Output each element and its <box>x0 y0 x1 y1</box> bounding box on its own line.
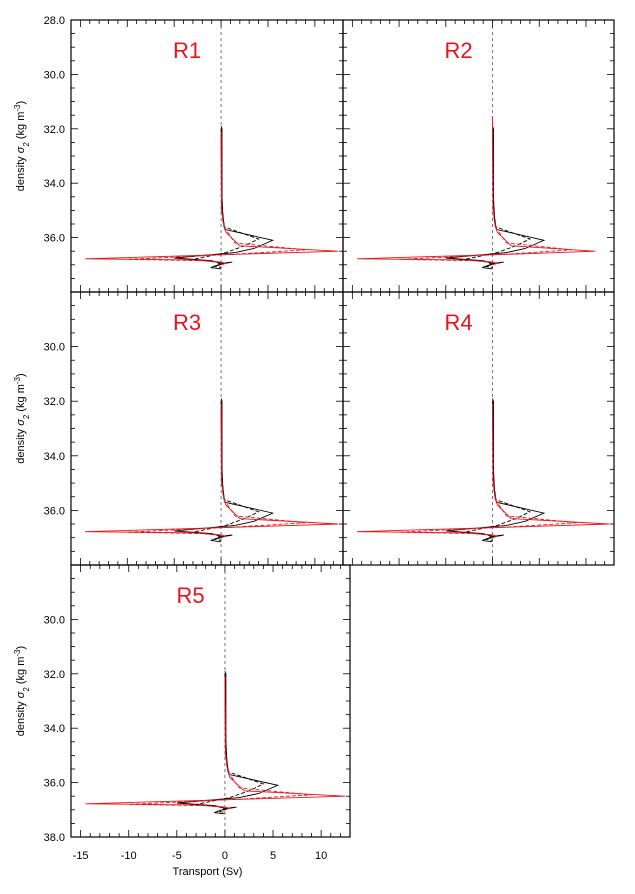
series-line-4 <box>128 681 312 808</box>
y-axis-title-part: -3 <box>13 649 22 657</box>
y-tick-label: 28.0 <box>44 15 65 27</box>
panel-frame <box>70 19 344 293</box>
series-line-1 <box>174 125 275 270</box>
y-axis-title-part: ) <box>15 646 27 650</box>
series-line-3 <box>85 131 339 266</box>
x-tick-label: -5 <box>172 850 182 862</box>
panel-label: R1 <box>173 38 201 63</box>
y-axis-title-part: σ <box>15 419 27 426</box>
series-line-2 <box>192 401 260 541</box>
x-axis-title: Transport (Sv) <box>173 866 243 878</box>
series-line-3 <box>85 676 346 811</box>
x-tick-label: 10 <box>315 850 327 862</box>
panel-r5: R5 30.0 32.0 34.0 36.0 38.0 density σ2 (kg m-3… <box>13 564 351 878</box>
series-line-2 <box>464 128 532 268</box>
panel-frame <box>342 291 615 566</box>
panel-r4: R4 <box>342 291 615 566</box>
series-line-2 <box>464 401 532 541</box>
y-tick-label: 36.0 <box>44 505 65 517</box>
x-tick-label: 0 <box>222 850 228 862</box>
y-axis-title-part: (kg m <box>15 657 27 688</box>
panel-r2: R2 <box>342 19 615 293</box>
series-line-1 <box>445 398 546 543</box>
y-axis-title: density σ2 (kg m-3) <box>13 373 31 463</box>
y-axis-title-part: -3 <box>13 376 22 384</box>
y-tick-label: 34.0 <box>44 451 65 463</box>
series-line-2 <box>192 128 260 268</box>
y-axis-title: density σ2 (kg m-3) <box>13 101 31 191</box>
y-tick-label: 32.0 <box>44 669 65 681</box>
y-axis-title-part: density <box>15 426 27 464</box>
y-axis-title-part: density <box>15 698 27 736</box>
y-tick-label: 34.0 <box>44 178 65 190</box>
series-line-3 <box>356 403 610 539</box>
series-line-4 <box>399 409 577 536</box>
series-line-1 <box>445 125 546 270</box>
y-axis-title-part: 2 <box>22 142 31 147</box>
y-axis-title-part: 2 <box>22 687 31 692</box>
panel-label: R3 <box>173 310 201 335</box>
panel-label: R5 <box>176 583 204 608</box>
panel-frame <box>342 19 615 293</box>
y-axis-title-part: 2 <box>22 414 31 419</box>
y-tick-label: 34.0 <box>44 723 65 735</box>
x-tick-label: -15 <box>73 850 89 862</box>
series-line-4 <box>127 136 306 263</box>
panel-label: R2 <box>444 38 472 63</box>
y-axis-title-part: -3 <box>13 104 22 112</box>
series-line-4 <box>127 409 306 536</box>
x-tick-label: -10 <box>121 850 137 862</box>
y-tick-label: 38.0 <box>44 832 65 844</box>
series-line-3 <box>356 117 596 266</box>
series-line-1 <box>174 398 275 543</box>
series-line-4 <box>399 136 572 263</box>
y-axis-title-part: density <box>15 153 27 191</box>
x-tick-label: 5 <box>270 850 276 862</box>
y-tick-label: 32.0 <box>44 396 65 408</box>
y-tick-label: 36.0 <box>44 778 65 790</box>
y-axis-title-part: ) <box>15 101 27 105</box>
y-axis-title-part: σ <box>15 691 27 698</box>
y-tick-label: 32.0 <box>44 124 65 136</box>
panel-label: R4 <box>444 310 472 335</box>
series-line-1 <box>176 670 280 815</box>
y-axis-title-part: σ <box>15 146 27 153</box>
panel-r3: R3 30.0 32.0 34.0 36.0 density σ2 (kg m-3) <box>13 291 344 566</box>
series-line-3 <box>85 403 339 539</box>
y-tick-label: 36.0 <box>44 233 65 245</box>
panel-r1: R1 28.0 30.0 32.0 34.0 36.0 density σ2 (kg m-3… <box>13 15 344 293</box>
y-tick-label: 30.0 <box>44 342 65 354</box>
panel-frame <box>70 291 344 566</box>
y-tick-label: 30.0 <box>44 614 65 626</box>
y-axis-title: density σ2 (kg m-3) <box>13 646 31 736</box>
y-axis-title-part: (kg m <box>15 384 27 415</box>
y-axis-title-part: (kg m <box>15 112 27 143</box>
panel-frame <box>70 564 351 838</box>
y-axis-title-part: ) <box>15 373 27 377</box>
y-tick-label: 30.0 <box>44 69 65 81</box>
